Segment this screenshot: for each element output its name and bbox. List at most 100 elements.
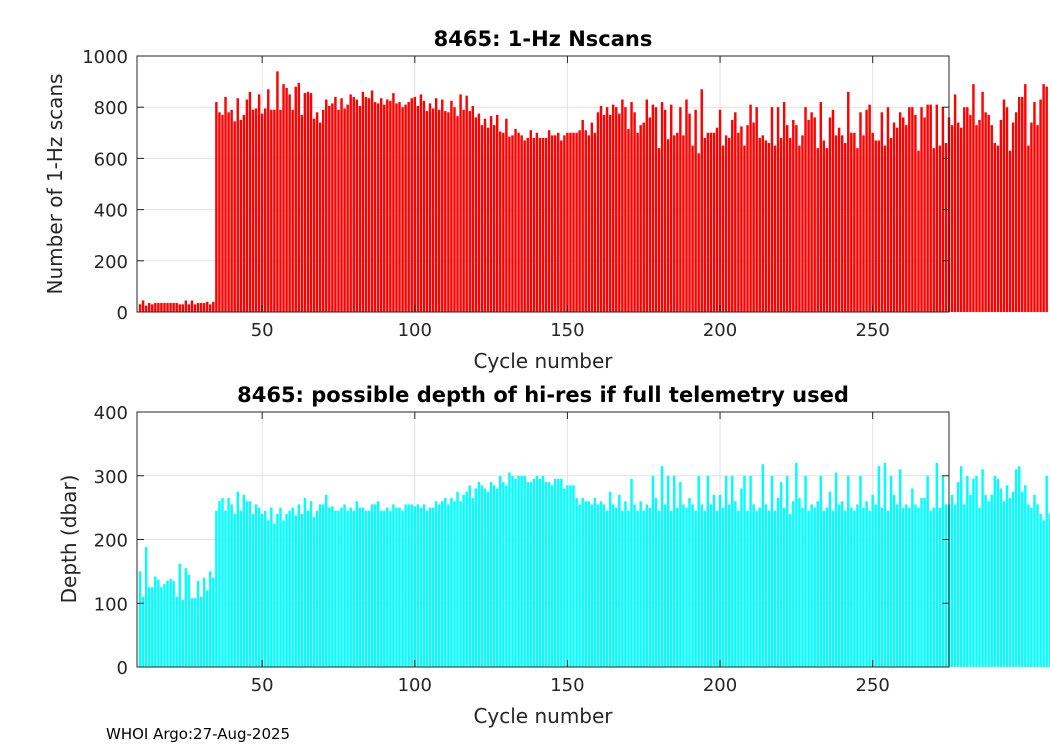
bar-depth bbox=[972, 478, 975, 667]
bar-nscans bbox=[773, 145, 777, 312]
bar-depth bbox=[706, 475, 710, 667]
bar-depth bbox=[514, 478, 517, 667]
bar-depth bbox=[1021, 491, 1024, 667]
bar-nscans bbox=[840, 135, 844, 312]
bar-depth bbox=[1045, 475, 1048, 667]
bar-nscans bbox=[205, 301, 209, 312]
bar-depth bbox=[263, 510, 267, 667]
bar-nscans bbox=[465, 95, 468, 313]
bar-nscans bbox=[303, 93, 307, 313]
bar-depth bbox=[392, 504, 395, 667]
bar-depth bbox=[273, 523, 276, 667]
bar-nscans bbox=[502, 132, 505, 312]
bar-depth bbox=[1008, 498, 1012, 667]
bar-depth bbox=[163, 584, 166, 668]
bar-depth bbox=[648, 507, 652, 668]
bar-depth bbox=[593, 498, 597, 667]
bar-depth bbox=[782, 507, 786, 668]
bar-nscans bbox=[550, 135, 554, 312]
bar-nscans bbox=[230, 109, 233, 312]
bar-nscans bbox=[160, 303, 163, 312]
bar-nscans bbox=[605, 107, 609, 312]
bar-depth bbox=[471, 498, 475, 667]
bar-nscans bbox=[859, 112, 862, 312]
bar-depth bbox=[553, 478, 557, 667]
bar-nscans bbox=[563, 135, 566, 312]
bar-nscans bbox=[825, 148, 829, 312]
bar-depth bbox=[367, 510, 371, 667]
bar-depth bbox=[645, 504, 649, 667]
bar-nscans bbox=[398, 102, 401, 312]
bar-nscans bbox=[202, 303, 206, 312]
bar-nscans bbox=[370, 90, 374, 312]
bar-nscans bbox=[147, 303, 151, 312]
bar-nscans bbox=[764, 140, 768, 312]
bar-nscans bbox=[621, 99, 624, 313]
bar-nscans bbox=[1017, 96, 1021, 313]
bar-nscans bbox=[169, 303, 172, 312]
bar-nscans bbox=[709, 132, 713, 312]
bar-depth bbox=[978, 507, 981, 668]
bar-depth bbox=[212, 577, 215, 667]
bar-nscans bbox=[1014, 112, 1018, 312]
bar-nscans bbox=[853, 132, 856, 312]
bar-depth bbox=[447, 504, 450, 667]
bar-depth bbox=[318, 504, 322, 667]
axes-box-nscans bbox=[136, 55, 950, 313]
bar-depth bbox=[480, 485, 484, 667]
bar-nscans bbox=[309, 93, 313, 313]
bar-depth bbox=[300, 514, 304, 667]
bar-depth bbox=[850, 507, 853, 668]
x-tick-label: 200 bbox=[703, 675, 737, 696]
bar-nscans bbox=[453, 107, 456, 312]
bar-nscans bbox=[602, 114, 606, 312]
bar-depth bbox=[575, 498, 578, 667]
bar-nscans bbox=[279, 109, 282, 312]
bar-nscans bbox=[1039, 99, 1042, 313]
y-tick-label: 0 bbox=[117, 303, 128, 324]
bar-depth bbox=[660, 466, 664, 667]
bar-depth bbox=[242, 494, 246, 668]
bar-nscans bbox=[956, 122, 960, 312]
bar-depth bbox=[682, 504, 685, 667]
bar-depth bbox=[996, 478, 1000, 667]
bar-depth bbox=[1005, 485, 1009, 667]
bar-nscans bbox=[1030, 122, 1033, 312]
bar-nscans bbox=[843, 143, 847, 312]
bars-depth bbox=[138, 463, 1050, 668]
bar-nscans bbox=[483, 118, 487, 312]
bar-depth bbox=[834, 472, 838, 667]
bar-depth bbox=[966, 475, 969, 667]
x-tick-label: 150 bbox=[550, 320, 584, 341]
bar-nscans bbox=[880, 112, 884, 312]
bar-depth bbox=[859, 475, 862, 667]
bar-depth bbox=[492, 485, 496, 667]
bar-depth bbox=[755, 510, 758, 667]
bar-nscans bbox=[871, 132, 874, 312]
bar-nscans bbox=[914, 114, 917, 312]
bar-depth bbox=[459, 501, 462, 667]
bar-depth bbox=[886, 510, 890, 667]
bar-depth bbox=[1033, 494, 1036, 668]
bar-nscans bbox=[337, 109, 340, 312]
bar-depth bbox=[166, 580, 169, 667]
bar-nscans bbox=[944, 143, 948, 312]
bar-nscans bbox=[459, 94, 462, 313]
bar-nscans bbox=[804, 107, 807, 312]
bar-nscans bbox=[819, 102, 823, 312]
bar-depth bbox=[633, 504, 636, 667]
bar-nscans bbox=[877, 140, 881, 312]
bar-nscans bbox=[474, 117, 478, 312]
bar-depth bbox=[1042, 520, 1045, 668]
bar-depth bbox=[657, 510, 661, 667]
bar-nscans bbox=[1042, 84, 1045, 312]
bar-nscans bbox=[138, 304, 142, 312]
bar-depth bbox=[932, 507, 935, 668]
bar-nscans bbox=[355, 99, 359, 313]
subplot-depth: 50 100 150 200 250 0 100 200 300 400 8465: possib… bbox=[57, 383, 1050, 728]
bar-depth bbox=[154, 576, 157, 667]
bar-nscans bbox=[801, 135, 804, 312]
bar-nscans bbox=[856, 148, 859, 312]
bar-nscans bbox=[251, 109, 255, 312]
x-axis-label-nscans: Cycle number bbox=[473, 349, 613, 373]
